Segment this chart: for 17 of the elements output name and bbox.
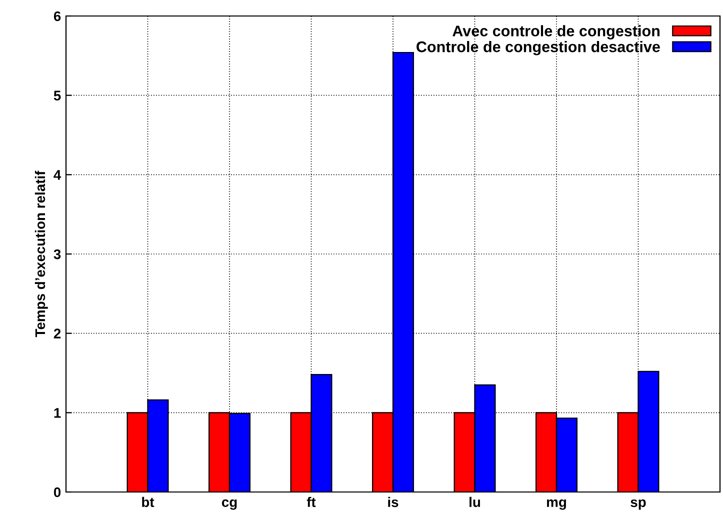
y-tick-label: 2 [54, 328, 61, 338]
y-axis-title: Temps d’execution relatif [34, 170, 48, 338]
x-tick-label: lu [470, 496, 480, 508]
y-tick-label: 5 [54, 90, 61, 101]
y-tick-label: 0 [54, 487, 61, 498]
x-tick-label: bt [142, 496, 154, 508]
y-tick-label: 1 [54, 408, 61, 418]
x-tick-label: ft [306, 496, 316, 508]
x-tick-label: is [388, 496, 398, 508]
x-tick-label: sp [630, 499, 646, 510]
x-tick-label: mg [547, 499, 566, 510]
legend-label: Avec controle de congestion [452, 25, 660, 40]
legend-label: Controle de congestion desactive [416, 41, 660, 56]
y-tick-label: 6 [54, 11, 61, 22]
x-tick-label: cg [222, 499, 237, 510]
y-tick-label: 3 [54, 249, 61, 260]
y-tick-label: 4 [54, 170, 62, 180]
